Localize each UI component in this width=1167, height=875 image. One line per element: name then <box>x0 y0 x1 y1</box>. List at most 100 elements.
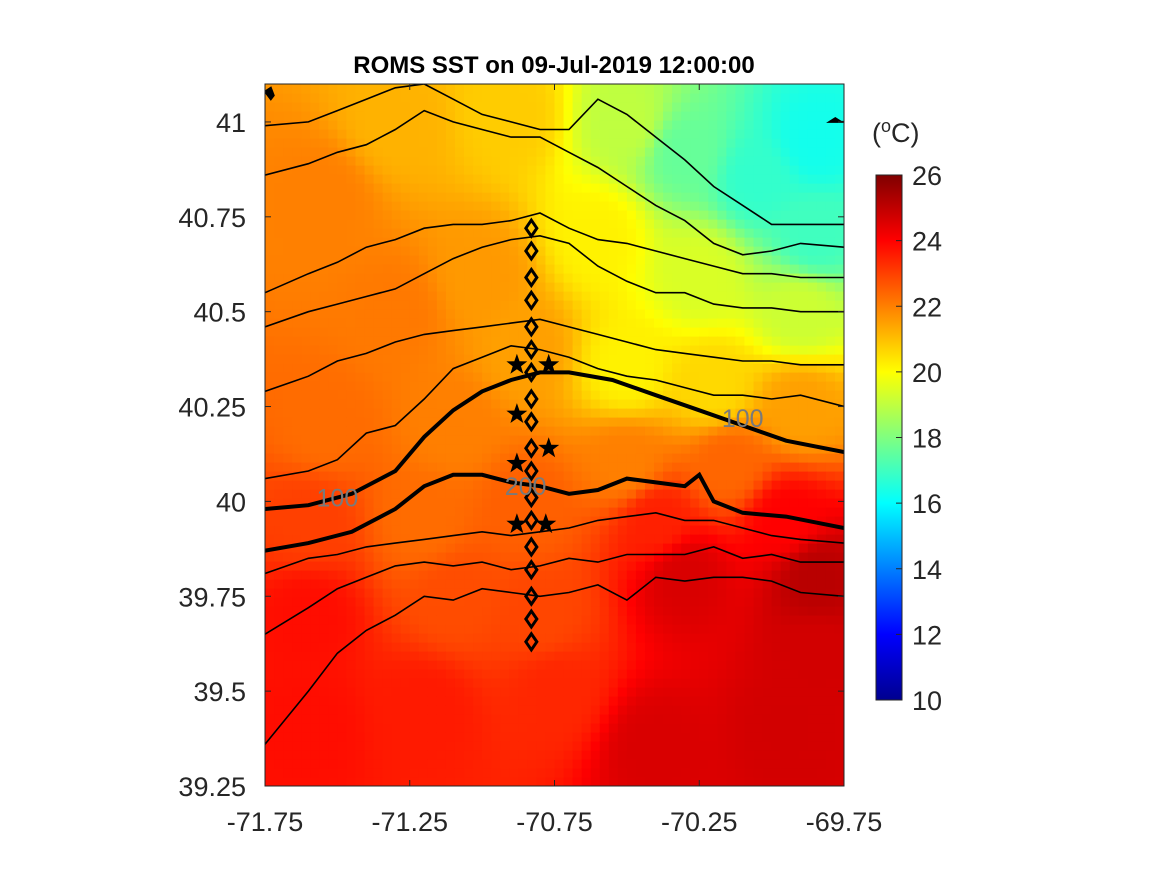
sst-cell <box>337 678 348 688</box>
sst-cell <box>373 372 384 382</box>
sst-cell <box>699 714 709 724</box>
sst-cell <box>762 372 773 382</box>
sst-cell <box>491 777 501 786</box>
sst-cell <box>265 777 275 786</box>
sst-cell <box>699 561 709 571</box>
sst-cell <box>536 723 547 733</box>
sst-cell <box>708 669 718 679</box>
sst-cell <box>409 570 420 580</box>
sst-cell <box>726 192 737 202</box>
sst-cell <box>762 714 773 724</box>
sst-cell <box>753 273 764 283</box>
sst-cell <box>400 480 411 490</box>
sst-cell <box>373 543 384 553</box>
sst-cell <box>346 264 357 274</box>
sst-cell <box>744 372 755 382</box>
sst-cell <box>762 237 773 247</box>
sst-cell <box>509 741 519 751</box>
sst-cell <box>310 345 320 355</box>
sst-cell <box>572 732 583 742</box>
sst-cell <box>319 84 329 94</box>
sst-cell <box>491 525 501 535</box>
sst-cell <box>635 372 646 382</box>
sst-cell <box>355 156 366 166</box>
sst-cell <box>771 435 782 445</box>
sst-cell <box>572 138 583 148</box>
sst-cell <box>807 480 818 490</box>
sst-cell <box>681 417 691 427</box>
sst-cell <box>726 471 737 481</box>
sst-cell <box>509 300 519 310</box>
sst-cell <box>518 453 528 463</box>
sst-cell <box>364 651 375 661</box>
sst-cell <box>834 597 844 607</box>
sst-cell <box>825 732 836 742</box>
sst-cell <box>445 426 456 436</box>
sst-cell <box>436 552 447 562</box>
sst-cell <box>527 444 538 454</box>
sst-cell <box>626 237 637 247</box>
sst-cell <box>672 615 682 625</box>
sst-cell <box>482 444 492 454</box>
sst-cell <box>427 201 438 211</box>
sst-cell <box>789 498 800 508</box>
sst-cell <box>807 147 818 157</box>
sst-cell <box>500 687 510 697</box>
sst-cell <box>807 174 818 184</box>
sst-cell <box>436 336 447 346</box>
sst-cell <box>635 732 646 742</box>
sst-cell <box>834 228 844 238</box>
sst-cell <box>409 462 420 472</box>
sst-cell <box>473 777 483 786</box>
sst-cell <box>355 606 366 616</box>
sst-cell <box>500 462 510 472</box>
sst-cell <box>672 525 682 535</box>
sst-cell <box>563 543 574 553</box>
sst-cell <box>518 498 528 508</box>
sst-cell <box>771 165 782 175</box>
sst-cell <box>283 408 293 418</box>
sst-cell <box>283 579 293 589</box>
sst-cell <box>364 300 375 310</box>
sst-cell <box>346 300 357 310</box>
sst-cell <box>491 633 501 643</box>
sst-cell <box>373 723 384 733</box>
sst-cell <box>708 606 718 616</box>
sst-cell <box>762 696 773 706</box>
sst-cell <box>427 561 438 571</box>
sst-cell <box>292 570 302 580</box>
sst-cell <box>807 426 818 436</box>
sst-cell <box>500 129 510 139</box>
sst-cell <box>771 93 782 103</box>
sst-cell <box>672 471 682 481</box>
sst-cell <box>454 147 465 157</box>
sst-cell <box>491 102 501 112</box>
sst-cell <box>292 372 302 382</box>
sst-cell <box>445 489 456 499</box>
sst-cell <box>328 120 338 130</box>
sst-cell <box>599 165 610 175</box>
sst-cell <box>798 723 809 733</box>
sst-cell <box>292 624 302 634</box>
sst-cell <box>744 309 755 319</box>
sst-cell <box>527 102 538 112</box>
sst-cell <box>292 444 302 454</box>
sst-cell <box>509 309 519 319</box>
sst-cell <box>798 282 809 292</box>
sst-cell <box>807 606 818 616</box>
sst-cell <box>825 93 836 103</box>
sst-cell <box>464 228 474 238</box>
sst-cell <box>509 759 519 769</box>
sst-cell <box>346 696 357 706</box>
sst-cell <box>626 453 637 463</box>
sst-cell <box>301 417 311 427</box>
sst-cell <box>572 444 583 454</box>
sst-cell <box>454 624 465 634</box>
sst-cell <box>464 705 474 715</box>
sst-cell <box>545 147 556 157</box>
sst-cell <box>690 390 700 400</box>
sst-cell <box>789 642 800 652</box>
sst-cell <box>364 183 375 193</box>
sst-cell <box>518 597 528 607</box>
sst-cell <box>717 318 727 328</box>
